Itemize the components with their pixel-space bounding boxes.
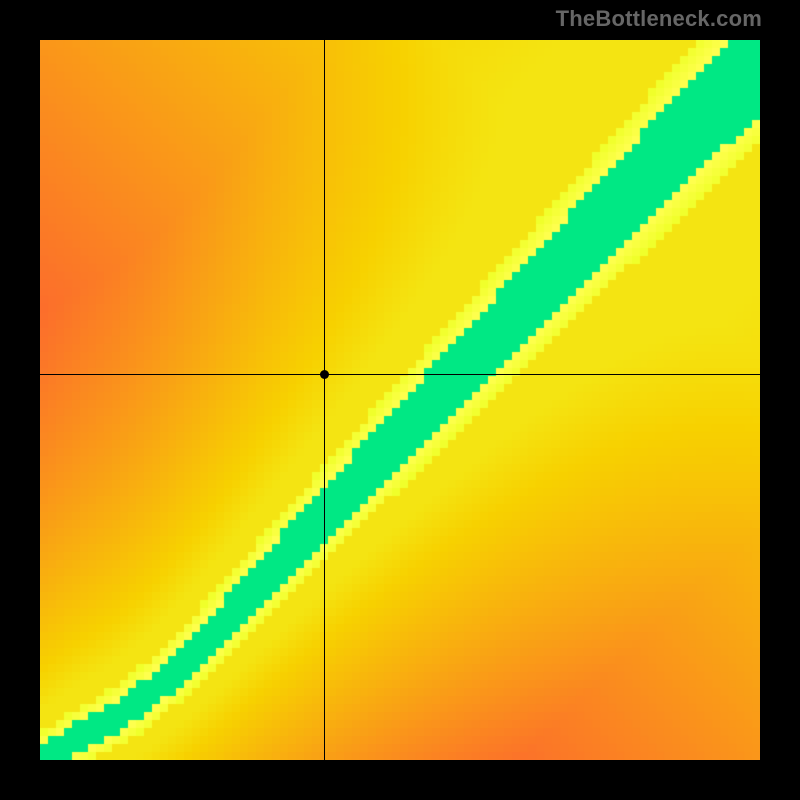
heatmap-canvas xyxy=(40,40,760,760)
crosshair-vertical xyxy=(324,40,325,760)
chart-container: TheBottleneck.com xyxy=(0,0,800,800)
crosshair-horizontal xyxy=(40,374,760,375)
watermark-text: TheBottleneck.com xyxy=(556,6,762,32)
